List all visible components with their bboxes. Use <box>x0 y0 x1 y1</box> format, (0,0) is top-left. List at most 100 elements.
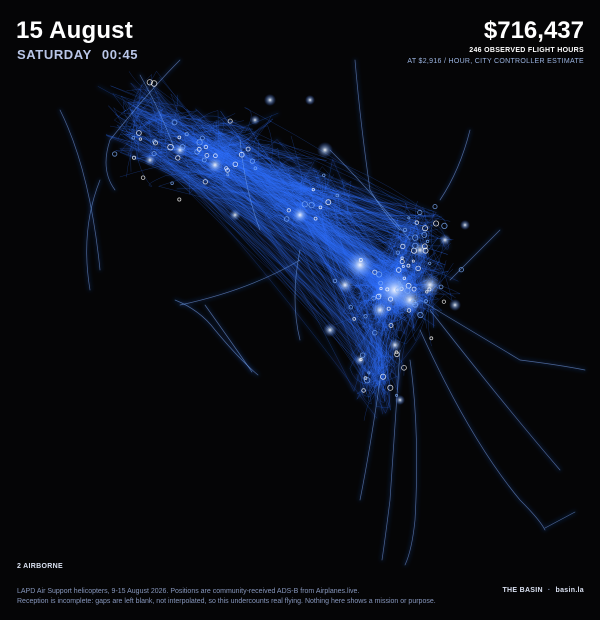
flight-track <box>223 128 453 302</box>
flight-track <box>237 159 409 322</box>
orbit-loop <box>415 265 421 272</box>
flight-track <box>295 184 443 395</box>
flight-track <box>131 94 184 169</box>
orbit-loop <box>388 296 394 302</box>
orbit-loop <box>196 146 202 152</box>
orbit-loop <box>359 357 363 362</box>
flight-track <box>274 195 401 320</box>
orbit-loop <box>397 281 401 285</box>
orbit-loop <box>199 135 205 141</box>
flight-track <box>154 115 424 240</box>
flight-track <box>159 159 422 351</box>
orbit-loop <box>175 155 181 161</box>
orbit-loop <box>140 175 146 180</box>
orbit-loop <box>395 393 399 397</box>
orbit-loop <box>421 243 428 250</box>
flight-track <box>206 131 259 193</box>
orbit-loop <box>406 263 411 268</box>
flight-track <box>293 180 352 220</box>
orbit-loop <box>152 140 158 146</box>
orbit-loop <box>112 151 118 157</box>
orbit-loop <box>367 371 371 375</box>
flight-track <box>363 356 405 421</box>
orbit-loop <box>394 351 400 357</box>
flight-track <box>119 87 430 378</box>
flight-track <box>144 139 375 358</box>
orbit-loop <box>441 222 448 229</box>
orbit-loop <box>429 336 434 341</box>
flight-track <box>195 108 429 289</box>
flight-track <box>271 175 330 223</box>
orbit-loop <box>167 143 174 151</box>
orbit-loop <box>253 166 258 171</box>
orbit-loop <box>411 286 417 292</box>
flight-track <box>105 59 181 191</box>
orbit-loop <box>311 188 315 192</box>
orbit-loop <box>332 278 338 284</box>
flight-track <box>270 182 315 210</box>
flight-track <box>176 124 395 368</box>
flight-track <box>291 178 433 344</box>
flight-track <box>429 309 561 471</box>
flight-track <box>381 349 401 561</box>
orbit-loop <box>202 179 208 185</box>
flight-track <box>197 115 259 163</box>
orbit-loop <box>386 306 391 311</box>
orbit-loop <box>406 308 412 313</box>
hotspot-glow <box>388 338 402 352</box>
flight-track <box>127 102 400 238</box>
brand-separator: · <box>547 587 551 594</box>
flight-track <box>325 193 386 395</box>
flight-track <box>312 158 417 319</box>
flight-track <box>354 59 401 231</box>
flight-track <box>130 82 426 340</box>
flight-track <box>105 125 448 255</box>
flight-track <box>305 222 404 411</box>
flight-track <box>227 132 392 358</box>
flight-track <box>133 115 424 307</box>
flight-track <box>113 103 432 300</box>
flight-track <box>156 121 435 399</box>
hotspot-layer <box>112 79 470 405</box>
flight-track <box>191 120 389 259</box>
orbit-loop <box>238 151 245 158</box>
flight-track <box>106 135 382 388</box>
flight-track <box>140 138 412 239</box>
flight-track <box>174 299 259 376</box>
flight-track <box>419 299 586 371</box>
orbit-loop <box>372 330 378 336</box>
flight-track <box>123 101 429 229</box>
orbit-loop <box>433 220 440 227</box>
hotspot-glow <box>344 249 376 281</box>
orbit-loop <box>395 250 400 255</box>
flight-track <box>159 117 398 365</box>
flight-track <box>397 200 428 259</box>
orbit-loop <box>380 373 387 380</box>
orbit-loop <box>352 317 357 321</box>
flight-track <box>187 149 396 243</box>
flight-track <box>439 129 471 201</box>
orbit-loop <box>364 377 371 384</box>
flight-track <box>112 93 179 144</box>
flight-track <box>158 113 366 307</box>
flight-track <box>184 174 392 264</box>
orbit-loop <box>404 287 411 294</box>
flight-track <box>356 351 388 403</box>
orbit-loop <box>425 239 430 243</box>
orbit-loop <box>196 139 203 146</box>
flight-track <box>117 70 374 325</box>
flight-track <box>183 125 419 256</box>
flight-track <box>191 138 403 302</box>
hotspot-glow <box>317 142 333 158</box>
hotspot-glow <box>229 209 241 221</box>
flight-track <box>288 181 328 221</box>
orbit-loop <box>348 305 353 310</box>
flight-track <box>179 120 416 297</box>
orbit-loop <box>232 161 238 167</box>
flight-track <box>341 179 419 328</box>
orbit-loop <box>407 216 411 220</box>
hotspot-glow <box>305 95 315 105</box>
flight-track <box>286 176 333 220</box>
flight-track <box>228 119 431 312</box>
flight-track <box>290 201 435 226</box>
